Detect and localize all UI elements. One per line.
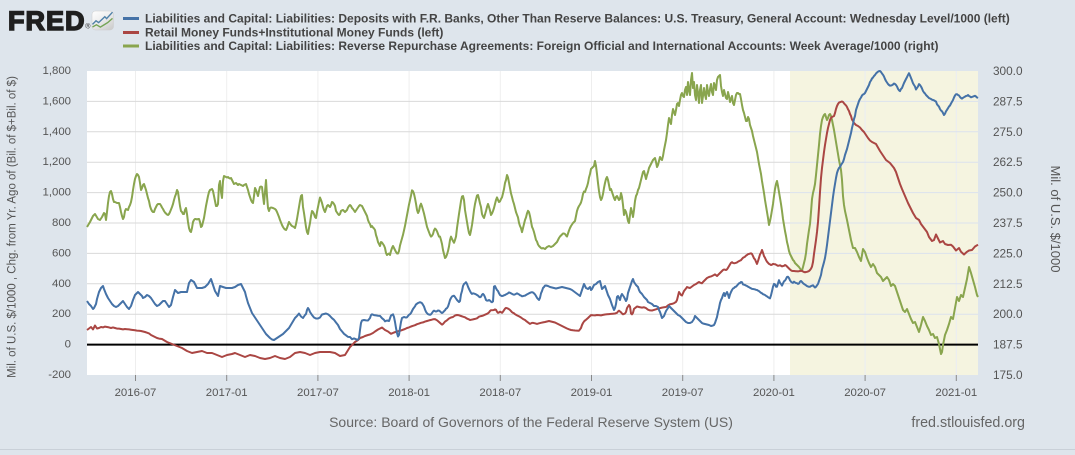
svg-text:®: ® [85,23,91,31]
svg-text:400: 400 [52,278,71,290]
svg-text:Mil. of U.S. $/1000 , Chg. fro: Mil. of U.S. $/1000 , Chg. from Yr. Ago … [7,76,19,378]
svg-text:1,400: 1,400 [42,126,71,138]
svg-text:175.0: 175.0 [993,368,1023,382]
svg-text:237.5: 237.5 [993,216,1023,230]
svg-text:1,000: 1,000 [42,187,71,199]
svg-text:225.0: 225.0 [993,246,1023,260]
svg-text:250.0: 250.0 [993,186,1023,200]
svg-text:2019-01: 2019-01 [571,387,613,399]
svg-text:275.0: 275.0 [993,125,1023,139]
svg-text:fred.stlouisfed.org: fred.stlouisfed.org [911,415,1025,431]
svg-text:2017-01: 2017-01 [206,387,248,399]
svg-text:212.5: 212.5 [993,277,1023,291]
svg-text:2020-07: 2020-07 [844,387,886,399]
svg-text:200: 200 [52,308,71,320]
svg-text:Retail Money Funds+Institution: Retail Money Funds+Institutional Money F… [145,26,443,40]
svg-text:1,600: 1,600 [42,95,71,107]
svg-text:2020-01: 2020-01 [753,387,795,399]
svg-text:2021-01: 2021-01 [935,387,977,399]
svg-text:600: 600 [52,247,71,259]
svg-text:262.5: 262.5 [993,155,1023,169]
svg-text:800: 800 [52,217,71,229]
svg-text:Source: Board of Governors of: Source: Board of Governors of the Federa… [329,414,733,430]
svg-text:187.5: 187.5 [993,338,1023,352]
svg-text:Mil. of U.S. $/1000: Mil. of U.S. $/1000 [1048,166,1063,273]
svg-text:287.5: 287.5 [993,94,1023,108]
svg-text:Liabilities and Capital: Liabi: Liabilities and Capital: Liabilities: De… [145,12,1010,26]
svg-text:1,200: 1,200 [42,156,71,168]
svg-text:-200: -200 [48,369,71,381]
svg-text:2018-07: 2018-07 [479,387,521,399]
svg-text:2016-07: 2016-07 [115,387,157,399]
svg-text:FRED: FRED [8,6,86,36]
svg-text:0: 0 [65,339,71,351]
svg-text:2017-07: 2017-07 [297,387,339,399]
svg-text:Liabilities and Capital: Liabi: Liabilities and Capital: Liabilities: Re… [145,39,939,53]
svg-text:2019-07: 2019-07 [662,387,704,399]
svg-text:1,800: 1,800 [42,65,71,77]
svg-text:2018-01: 2018-01 [388,387,430,399]
svg-text:200.0: 200.0 [993,307,1023,321]
svg-text:300.0: 300.0 [993,64,1023,78]
